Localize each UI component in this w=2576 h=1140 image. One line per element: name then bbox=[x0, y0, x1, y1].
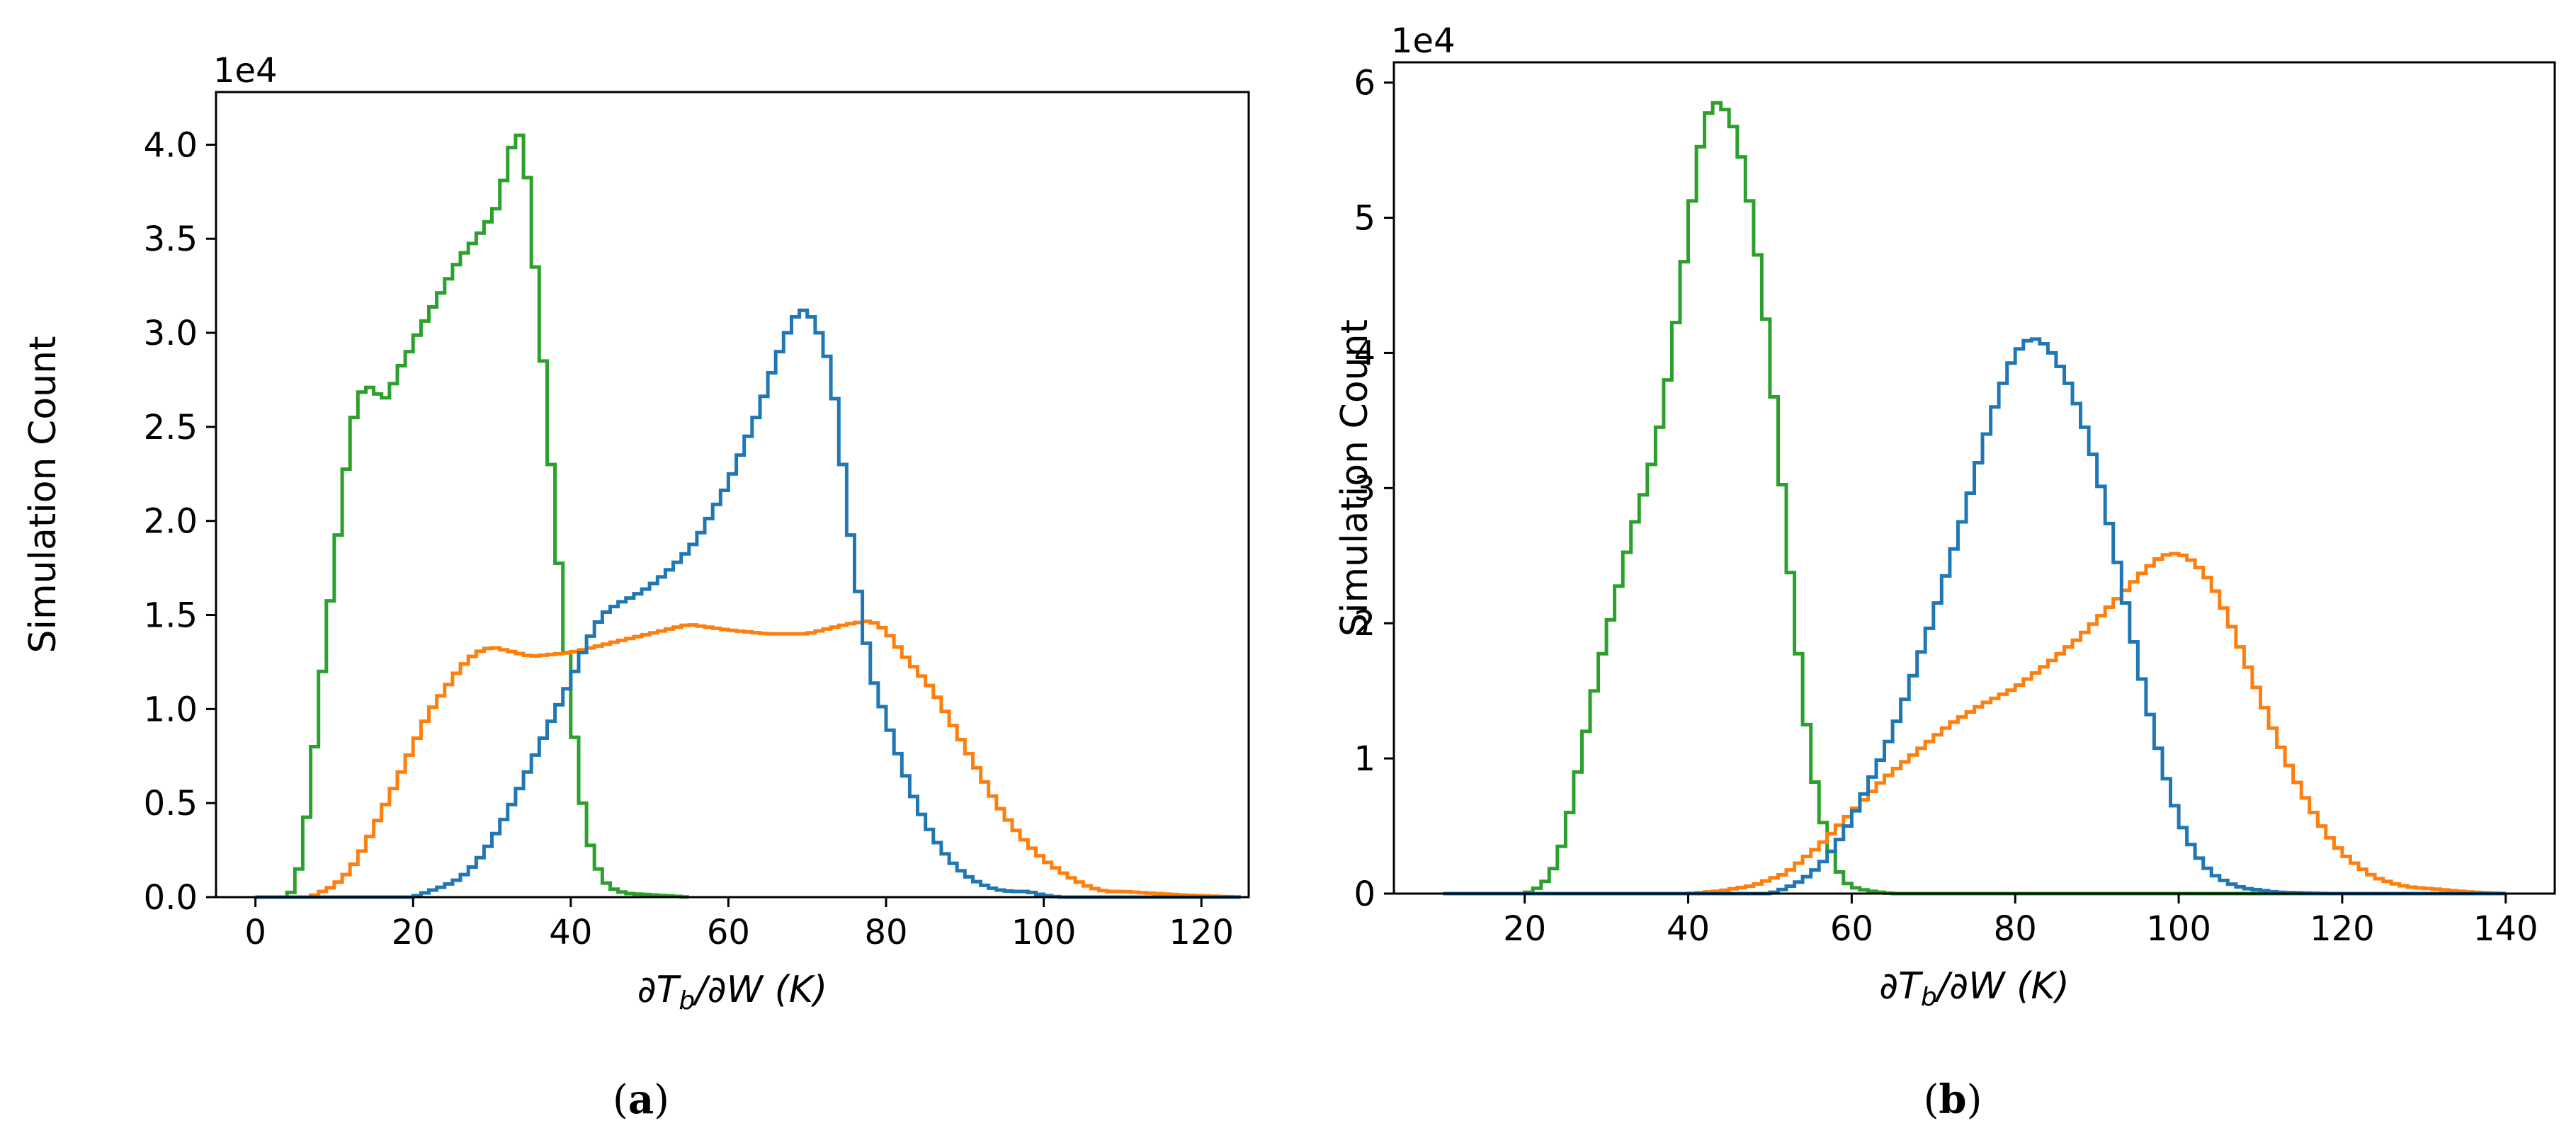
panel-b-y-tick-label: 3 bbox=[1354, 469, 1375, 508]
panel-a-x-tick-label: 120 bbox=[1169, 913, 1234, 952]
panel-b-y-tick-label: 4 bbox=[1354, 334, 1375, 373]
panel-b-caption: (b) bbox=[1924, 1076, 1982, 1123]
panel-b-x-tick-label: 80 bbox=[1994, 909, 2037, 949]
panel-a-y-tick-label: 4.0 bbox=[144, 125, 198, 165]
panel-a-y-tick-label: 3.5 bbox=[144, 220, 198, 259]
panel-a-y-exponent: 1e4 bbox=[213, 51, 278, 91]
panel-a-series-orange bbox=[255, 619, 1241, 899]
panel-b-x-tick-label: 100 bbox=[2146, 909, 2211, 949]
panel-a-series-green bbox=[255, 133, 689, 899]
panel-b-y-tick-label: 2 bbox=[1354, 604, 1375, 644]
panel-a-series bbox=[255, 133, 1241, 899]
panel-a-y-tick-label: 2.0 bbox=[144, 502, 198, 542]
panel-a-x-tick-label: 80 bbox=[864, 913, 907, 952]
panel-a-y-tick-label: 2.5 bbox=[144, 408, 198, 448]
panel-a-series-blue bbox=[255, 308, 1241, 899]
panel-a-x-tick-label: 60 bbox=[707, 913, 750, 952]
panel-b-y-tick-label: 5 bbox=[1354, 199, 1375, 239]
panel-a-y-tick-label: 1.5 bbox=[144, 596, 198, 636]
panel-b-series bbox=[1443, 101, 2506, 896]
panel-b-caption-letter: b bbox=[1939, 1076, 1966, 1123]
panel-b-xlabel-main: ∂T bbox=[1879, 965, 1924, 1008]
panel-a-caption: (a) bbox=[613, 1076, 669, 1123]
panel-a-y-tick-label: 0.0 bbox=[144, 878, 198, 918]
panel-b-ticks: 20 40 60 80 100 120 140 0 1 2 3 4 5 6 bbox=[1354, 64, 2538, 949]
panel-b-x-tick-label: 140 bbox=[2473, 909, 2538, 949]
panel-a-x-tick-label: 20 bbox=[392, 913, 435, 952]
panel-b-x-tick-label: 40 bbox=[1667, 909, 1710, 949]
panel-b: 20 40 60 80 100 120 140 0 1 2 3 4 5 6 1e4 Simulation … bbox=[1334, 21, 2556, 1123]
panel-b-y-tick-label: 1 bbox=[1354, 739, 1375, 779]
panel-a-x-tick-label: 40 bbox=[549, 913, 592, 952]
panel-b-x-tick-label: 120 bbox=[2310, 909, 2375, 949]
panel-b-plot-frame bbox=[1392, 61, 2556, 895]
panel-a-x-axis-label: ∂Tb/∂W (K) bbox=[637, 969, 828, 1015]
panel-a-xlabel-rest: /∂W (K) bbox=[692, 969, 827, 1011]
panel-a-ticks: 0 20 40 60 80 100 120 0.0 0.5 1.0 1.5 2.0 2.5 3.0 3.5 4… bbox=[144, 125, 1234, 952]
panel-b-x-axis-label: ∂Tb/∂W (K) bbox=[1879, 965, 2070, 1012]
panel-a-xlabel-sub: b bbox=[679, 986, 695, 1015]
panel-b-series-orange bbox=[1443, 552, 2506, 896]
panel-b-series-blue bbox=[1443, 337, 2506, 896]
panel-b-x-tick-label: 60 bbox=[1830, 909, 1873, 949]
panel-a-y-tick-label: 3.0 bbox=[144, 314, 198, 353]
panel-b-x-tick-label: 20 bbox=[1503, 909, 1546, 949]
panel-b-y-exponent: 1e4 bbox=[1391, 21, 1456, 61]
panel-a-xlabel-main: ∂T bbox=[637, 969, 682, 1011]
panel-a: 0 20 40 60 80 100 120 0.0 0.5 1.0 1.5 2.0 2.5 3.0 3.5 4… bbox=[22, 51, 1250, 1123]
panel-a-y-axis-label: Simulation Count bbox=[22, 336, 64, 654]
panel-a-plot-frame bbox=[215, 91, 1250, 899]
panel-b-y-axis-label: Simulation Count bbox=[1334, 319, 1376, 637]
panel-a-x-tick-label: 100 bbox=[1011, 913, 1077, 952]
panel-b-y-tick-label: 6 bbox=[1354, 64, 1375, 103]
panel-b-xlabel-sub: b bbox=[1921, 983, 1937, 1012]
panel-b-xlabel-rest: /∂W (K) bbox=[1934, 965, 2070, 1008]
panel-b-series-green bbox=[1443, 101, 2506, 896]
panel-a-y-tick-label: 1.0 bbox=[144, 690, 198, 729]
panel-a-y-tick-label: 0.5 bbox=[144, 784, 198, 823]
panel-b-y-tick-label: 0 bbox=[1354, 874, 1375, 914]
panel-a-x-tick-label: 0 bbox=[244, 913, 266, 952]
panel-a-caption-letter: a bbox=[628, 1076, 654, 1123]
